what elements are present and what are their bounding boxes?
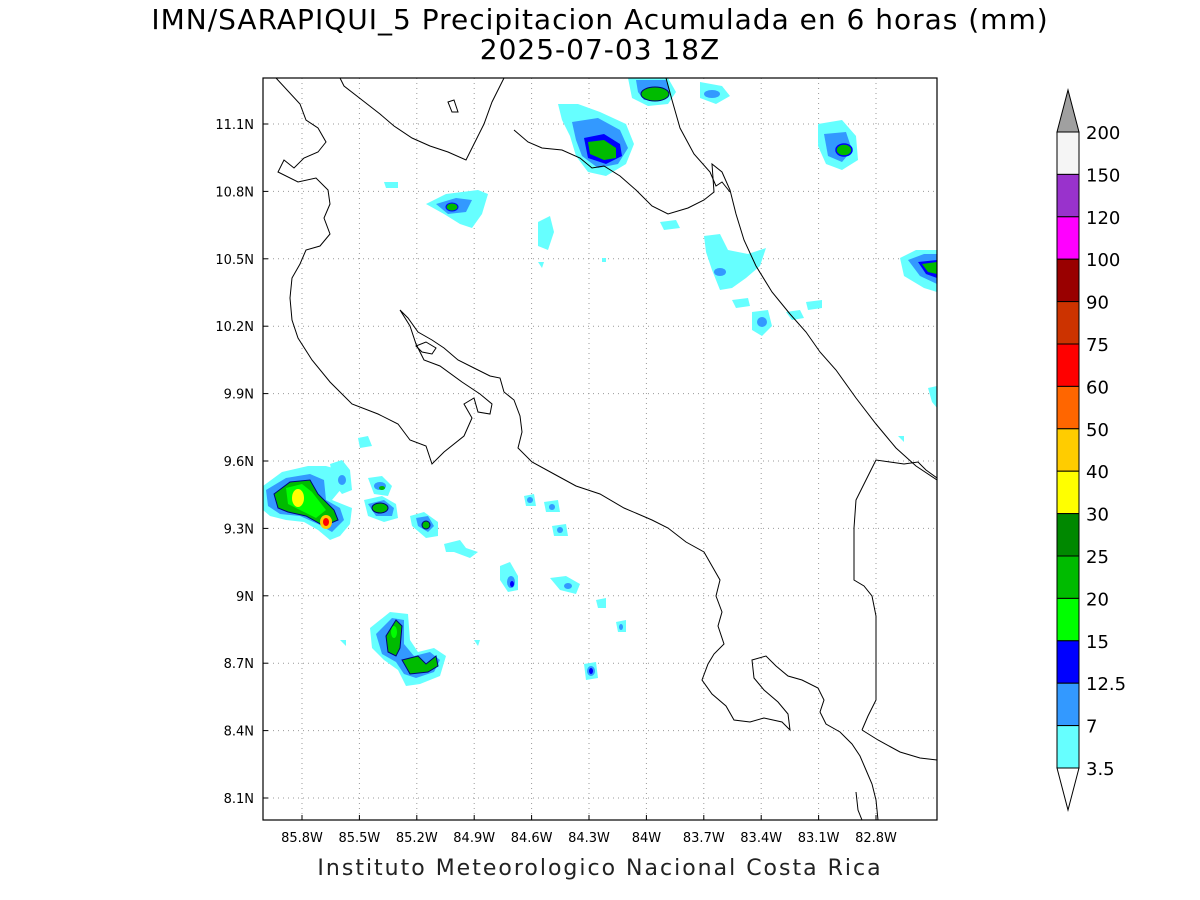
rain-cell (552, 524, 568, 536)
rain-cell (330, 460, 352, 494)
legend-label: 150 (1086, 165, 1120, 186)
legend-label: 60 (1086, 377, 1109, 398)
lat-tick-label: 8.4N (224, 725, 254, 740)
legend-swatch (1056, 385, 1080, 430)
rain-cell (368, 476, 392, 496)
rain-cell (704, 234, 766, 290)
lat-tick-label: 9.3N (224, 522, 254, 537)
legend-label: 120 (1086, 208, 1120, 229)
map-grid (263, 78, 937, 820)
lat-tick-label: 8.7N (224, 657, 254, 672)
rain-cell (584, 662, 598, 680)
lon-tick-label: 84.3W (568, 831, 610, 846)
lon-tick-label: 83.7W (683, 831, 725, 846)
rain-cell (544, 500, 560, 512)
legend-swatch (1056, 131, 1080, 175)
latitude-axis: 11.1N 10.8N 10.5N 10.2N 9.9N 9.6N 9.3N 9N 8.7N 8.… (215, 118, 268, 807)
lat-tick-label: 10.8N (215, 185, 254, 200)
legend-swatch (1056, 470, 1080, 515)
lat-tick-label: 9.9N (224, 388, 254, 403)
map-subtitle: 2025-07-03 18Z (479, 33, 721, 66)
legend-swatch (1056, 301, 1080, 345)
lon-tick-label: 84W (632, 831, 662, 846)
legend-label: 15 (1086, 632, 1109, 653)
lat-tick-label: 9N (236, 590, 254, 605)
lat-tick-label: 9.6N (224, 455, 254, 470)
lat-tick-label: 10.5N (215, 253, 254, 268)
legend-label: 25 (1086, 547, 1109, 568)
color-legend: 200 150 120 100 90 75 60 50 40 30 25 20 15 12.5 7 3.5 (1056, 88, 1126, 812)
legend-swatch (1056, 216, 1080, 260)
legend-label: 50 (1086, 420, 1109, 441)
map-frame (262, 77, 938, 821)
lat-tick-label: 10.2N (215, 320, 254, 335)
legend-swatch (1056, 513, 1080, 557)
legend-over-arrow (1056, 88, 1080, 133)
rain-cell (263, 466, 352, 540)
rain-cell (550, 576, 580, 594)
rain-cell (364, 496, 398, 522)
lon-tick-label: 85.2W (396, 831, 438, 846)
rain-cell (370, 612, 446, 686)
legend-label: 100 (1086, 250, 1120, 271)
legend-label: 90 (1086, 293, 1109, 314)
legend-swatch (1056, 343, 1080, 387)
legend-swatch (1056, 173, 1080, 218)
lon-tick-label: 82.8W (855, 831, 897, 846)
lon-tick-label: 83.4W (740, 831, 782, 846)
legend-under-arrow (1056, 767, 1080, 812)
rain-cell (410, 512, 438, 538)
rain-cell (524, 494, 536, 506)
legend-label: 200 (1086, 123, 1120, 144)
legend-swatch (1056, 640, 1080, 684)
precipitation-layer (263, 78, 937, 686)
legend-label: 7 (1086, 717, 1097, 738)
legend-swatch (1056, 725, 1080, 769)
rain-cell (500, 562, 518, 592)
legend-swatch (1056, 258, 1080, 303)
legend-label: 75 (1086, 335, 1109, 356)
rain-cell (558, 104, 634, 176)
map-title: IMN/SARAPIQUI_5 Precipitacion Acumulada … (151, 3, 1049, 36)
lon-tick-label: 84.9W (453, 831, 495, 846)
rain-cell (700, 82, 730, 104)
legend-swatch (1056, 597, 1080, 642)
longitude-axis: 85.8W 85.5W 85.2W 84.9W 84.6W 84.3W 84W 83.7W 83… (281, 815, 897, 846)
lat-tick-label: 8.1N (224, 792, 254, 807)
rain-cell (426, 190, 488, 228)
rain-cell (752, 310, 772, 336)
legend-swatch (1056, 555, 1080, 599)
footer-credit: Instituto Meteorologico Nacional Costa R… (317, 856, 883, 881)
rain-cell (900, 250, 937, 292)
legend-label: 12.5 (1086, 674, 1126, 695)
legend-swatch (1056, 428, 1080, 472)
lon-tick-label: 85.5W (338, 831, 380, 846)
rain-cell (616, 620, 626, 632)
legend-label: 3.5 (1086, 759, 1115, 780)
legend-swatch (1056, 682, 1080, 727)
rain-cell (628, 78, 676, 106)
legend-label: 40 (1086, 462, 1109, 483)
lon-tick-label: 83.1W (798, 831, 840, 846)
lon-tick-label: 85.8W (281, 831, 323, 846)
lat-tick-label: 11.1N (215, 118, 254, 133)
legend-label: 30 (1086, 505, 1109, 526)
coastline (275, 78, 937, 820)
lon-tick-label: 84.6W (511, 831, 553, 846)
legend-label: 20 (1086, 589, 1109, 610)
rain-cell (818, 120, 858, 170)
